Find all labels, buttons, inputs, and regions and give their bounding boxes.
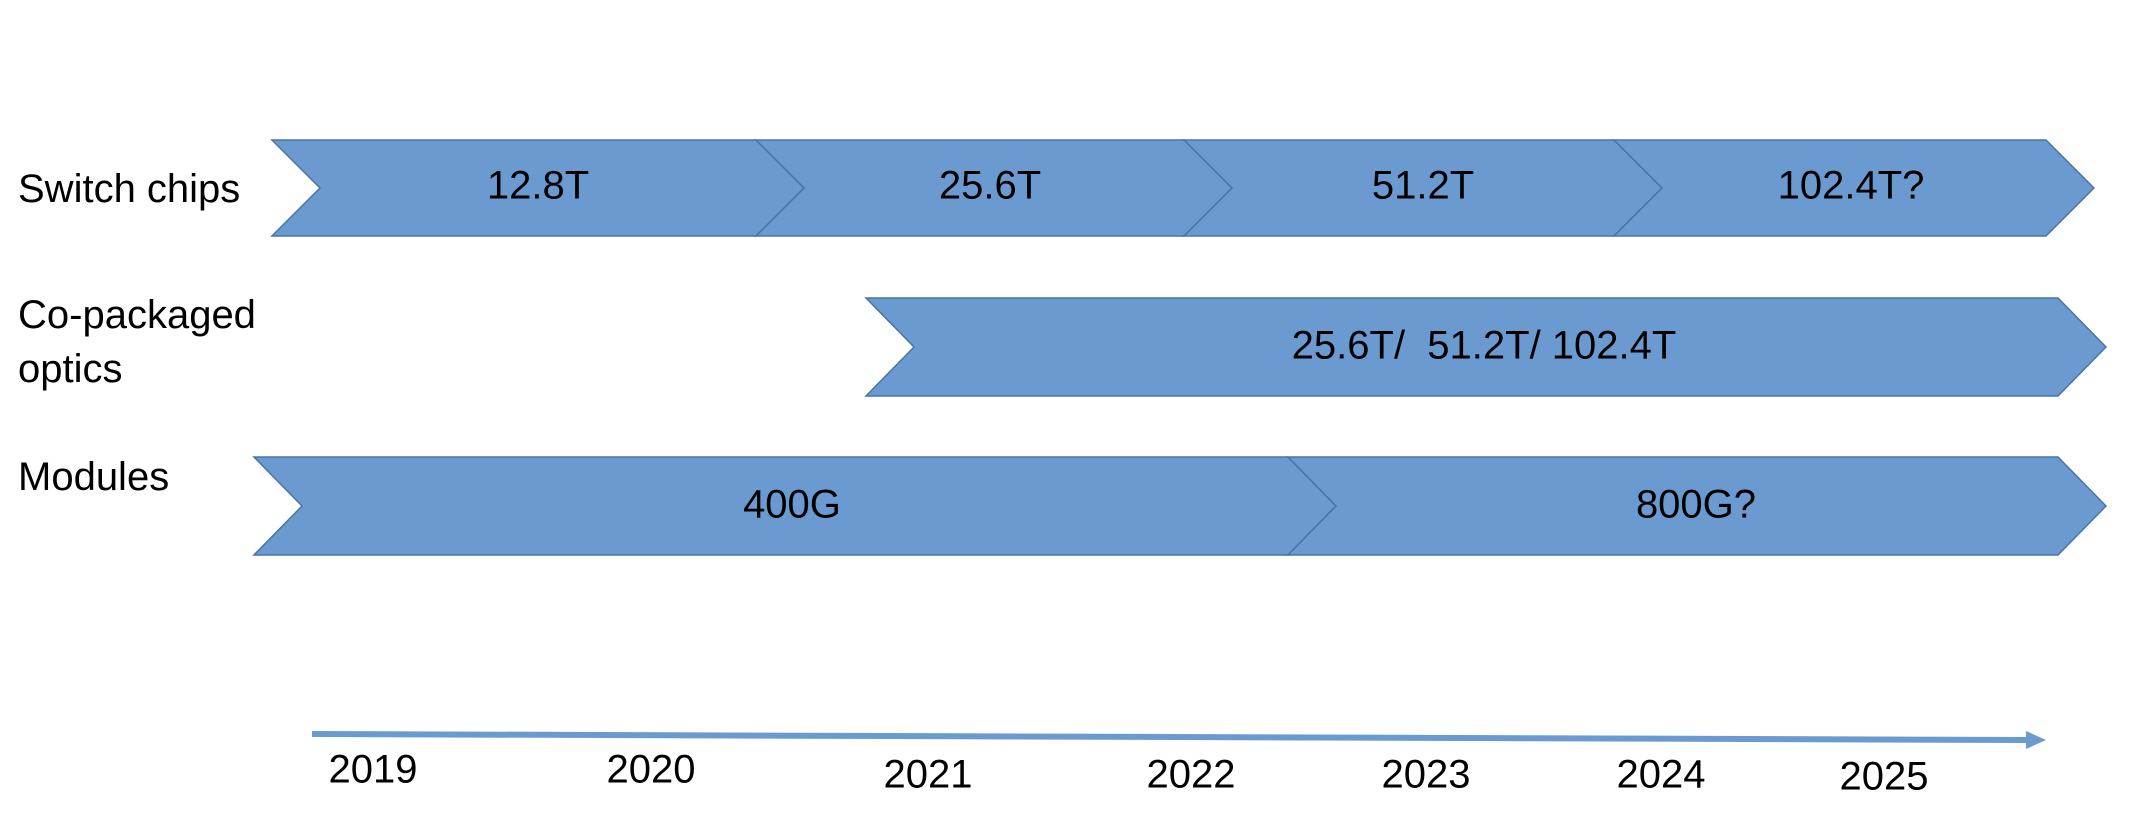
segment-label: 400G xyxy=(743,483,841,527)
row-label-line: optics xyxy=(18,347,123,391)
row-label-line: Co-packaged xyxy=(18,293,256,337)
timeline-axis xyxy=(311,731,2031,743)
year-label: 2020 xyxy=(607,748,696,792)
year-label: 2021 xyxy=(884,753,973,797)
row-label-switch-chips: Switch chips xyxy=(18,162,240,216)
segment-label: 12.8T xyxy=(487,164,589,208)
chevron-102.4t xyxy=(1612,139,2096,237)
switch-chips-row: 12.8T 25.6T 51.2T 102.4T? xyxy=(270,139,2096,237)
segment-label: 25.6T/ 51.2T/ 102.4T xyxy=(1292,324,1677,368)
year-label: 2025 xyxy=(1840,755,1929,799)
modules-row: 400G 800G? xyxy=(252,456,2108,556)
co-packaged-optics-row: 25.6T/ 51.2T/ 102.4T xyxy=(864,297,2108,397)
row-label-co-packaged-optics: Co-packaged optics xyxy=(18,288,256,396)
segment-label: 800G? xyxy=(1636,483,1756,527)
segment-label: 25.6T xyxy=(939,164,1041,208)
chevron-cpo xyxy=(864,297,2108,397)
row-label-modules: Modules xyxy=(18,450,169,504)
year-label: 2022 xyxy=(1147,753,1236,797)
year-label: 2019 xyxy=(329,748,418,792)
row-label-line: Switch chips xyxy=(18,167,241,211)
row-label-line: Modules xyxy=(18,455,170,499)
year-label: 2024 xyxy=(1617,753,1706,797)
timeline: 2019 2020 2021 2022 2023 2024 2025 xyxy=(311,731,2046,799)
segment-label: 51.2T xyxy=(1372,164,1474,208)
year-label: 2023 xyxy=(1382,753,1471,797)
segment-label: 102.4T? xyxy=(1778,164,1925,208)
timeline-arrowhead xyxy=(2026,731,2046,749)
chevron-800g xyxy=(1286,456,2108,556)
